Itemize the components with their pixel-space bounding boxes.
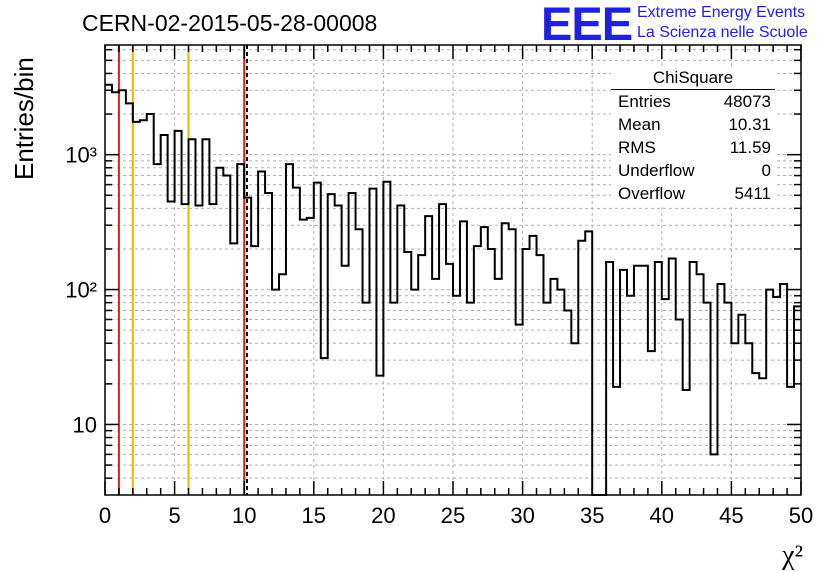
- vertical-markers: [117, 45, 248, 495]
- logo-tagline-2: La Scienza nelle Scuole: [637, 24, 808, 41]
- stats-label: RMS: [618, 138, 656, 157]
- x-tick-label: 50: [789, 503, 813, 528]
- stats-label: Mean: [618, 115, 661, 134]
- logo-tagline-1: Extreme Energy Events: [637, 4, 806, 21]
- x-tick-labels: 0 5 10 15 20 25 30 35 40 45 50: [99, 503, 813, 528]
- chart-title: CERN-02-2015-05-28-00008: [82, 10, 378, 36]
- stats-value: 11.59: [729, 138, 771, 157]
- x-tick-label: 40: [650, 503, 674, 528]
- stats-row-overflow: Overflow 5411: [611, 182, 775, 205]
- stats-box: ChiSquare Entries 48073 Mean 10.31 RMS 1…: [611, 68, 775, 205]
- stats-row-entries: Entries 48073: [611, 90, 775, 113]
- y-axis-label: Entries/bin: [9, 57, 39, 180]
- stats-row-rms: RMS 11.59: [611, 136, 775, 159]
- stats-title: ChiSquare: [611, 68, 775, 90]
- y-tick-label: 10: [73, 412, 97, 437]
- stats-value: 10.31: [728, 115, 771, 134]
- x-tick-label: 45: [719, 503, 743, 528]
- y-tick-labels: 10 10² 10³: [65, 143, 97, 438]
- histogram-line: [105, 83, 801, 496]
- stats-label: Underflow: [618, 161, 695, 180]
- x-tick-label: 20: [371, 503, 395, 528]
- x-tick-label: 25: [441, 503, 465, 528]
- eee-logo: EEE: [541, 0, 633, 50]
- stats-value: 5411: [734, 184, 771, 203]
- y-tick-label: 10²: [65, 278, 97, 303]
- stats-row-underflow: Underflow 0: [611, 159, 775, 182]
- stats-row-mean: Mean 10.31: [611, 113, 775, 136]
- stats-value: 0: [761, 161, 771, 180]
- x-axis-label: χ²: [781, 540, 803, 571]
- x-tick-label: 5: [168, 503, 180, 528]
- x-tick-label: 30: [510, 503, 534, 528]
- x-tick-label: 0: [99, 503, 111, 528]
- axis-ticks: [104, 45, 802, 495]
- stats-label: Entries: [618, 92, 671, 111]
- stats-value: 48073: [723, 92, 771, 111]
- stats-label: Overflow: [618, 184, 686, 203]
- x-tick-label: 15: [302, 503, 326, 528]
- y-tick-label: 10³: [65, 143, 97, 168]
- x-tick-label: 10: [232, 503, 256, 528]
- x-tick-label: 35: [580, 503, 604, 528]
